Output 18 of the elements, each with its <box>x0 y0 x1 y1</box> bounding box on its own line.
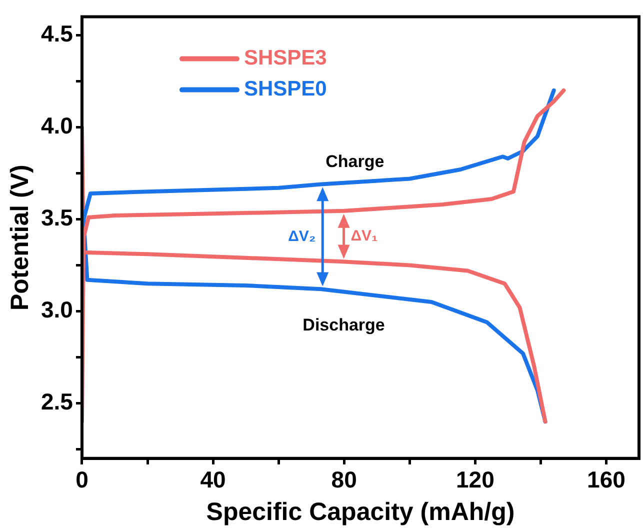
y-tick-label: 4.0 <box>40 112 73 139</box>
x-tick-label: 120 <box>456 466 494 493</box>
annotation: ΔV₁ <box>350 227 378 244</box>
x-tick-label: 160 <box>587 466 626 493</box>
annotation: ΔV₂ <box>288 228 316 245</box>
annotation: Discharge <box>302 316 385 335</box>
legend-label: SHSPE0 <box>244 78 327 101</box>
y-tick-label: 4.5 <box>40 20 74 47</box>
x-tick-label: 40 <box>200 466 226 493</box>
legend-label: SHSPE3 <box>244 46 327 70</box>
y-tick-label: 3.0 <box>40 296 73 323</box>
x-tick-label: 80 <box>331 466 357 493</box>
x-axis-title: Specific Capacity (mAh/g) <box>206 498 515 526</box>
y-axis-title: Potential (V) <box>6 164 34 311</box>
annotation: Charge <box>326 152 384 172</box>
x-tick-label: 0 <box>76 466 88 493</box>
y-tick-label: 3.5 <box>40 204 74 231</box>
y-tick-label: 2.5 <box>40 388 74 415</box>
